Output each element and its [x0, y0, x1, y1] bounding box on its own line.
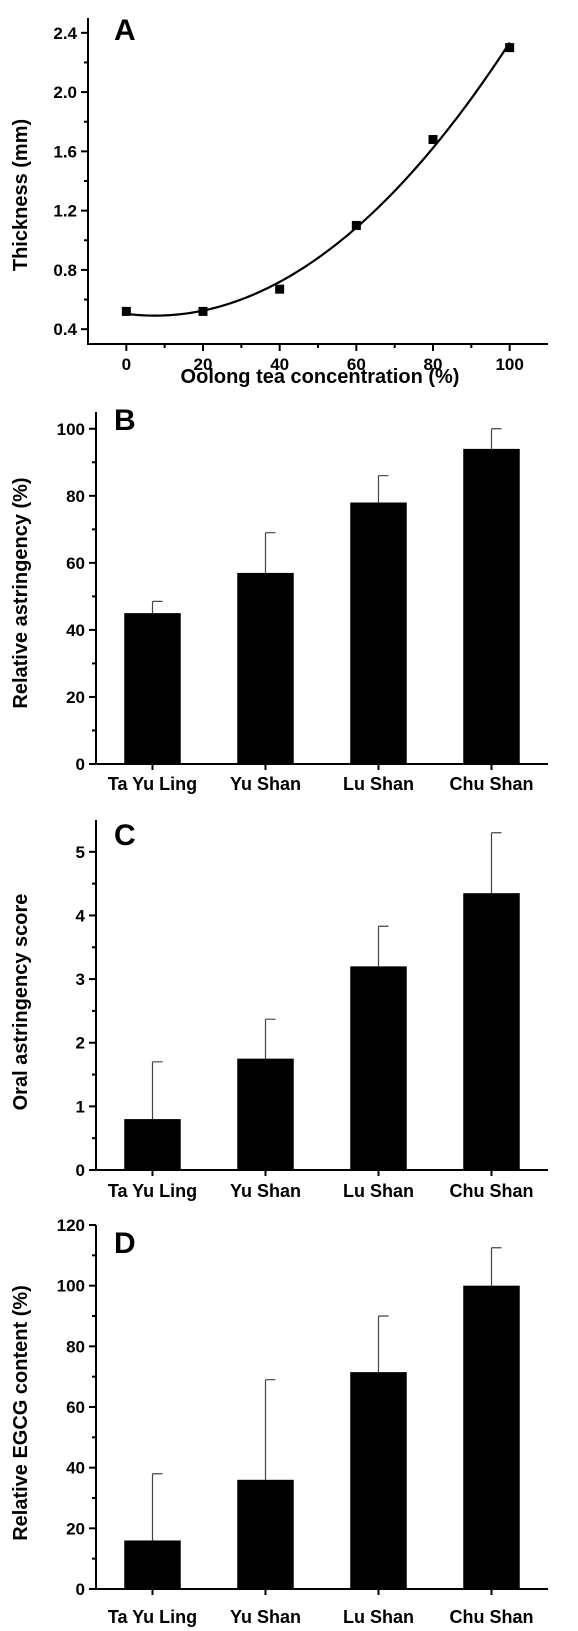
- panel-d-bar: [350, 1372, 407, 1589]
- panel-d-category-label: Yu Shan: [230, 1607, 301, 1627]
- panel-b-bar: [124, 613, 181, 764]
- panel-a-x-tick-label: 0: [122, 355, 131, 374]
- panel-a-y-axis-title: Thickness (mm): [10, 119, 32, 271]
- panel-b-label: B: [114, 404, 136, 437]
- panel-d-category-label: Lu Shan: [343, 1607, 414, 1627]
- panel-a-x-tick-label: 60: [347, 355, 366, 374]
- panel-c-category-label: Chu Shan: [450, 1181, 534, 1201]
- panel-a-axes: [87, 18, 548, 345]
- panel-c-y-axis-title: Oral astringency score: [10, 894, 32, 1111]
- panel-a-data-point: [428, 135, 438, 145]
- panel-a-y-tick-label: 1.6: [53, 142, 77, 161]
- panel-a-x-axis-title: Oolong tea concentration (%): [181, 366, 460, 388]
- panel-c-y-tick-label: 5: [76, 843, 85, 862]
- panel-c-bar: [237, 1058, 294, 1170]
- panel-a-y-tick-label: 2.0: [53, 83, 77, 102]
- panel-c-label: C: [114, 819, 136, 852]
- panel-b-error-bar: [151, 600, 163, 614]
- panel-c-error-bar: [151, 1061, 163, 1120]
- panel-c-category-label: Yu Shan: [230, 1181, 301, 1201]
- panel-d-chart: D Relative EGCG content (%) 0 20 40 60 80 100…: [10, 1216, 548, 1627]
- panel-a-y-tick-label: 0.8: [53, 261, 77, 280]
- panel-c-y-tick-label: 2: [76, 1034, 85, 1053]
- panel-b-chart: B Relative astringency (%) 0 20 40 60 80 100 T…: [10, 404, 548, 794]
- panel-c-y-tick-label: 4: [76, 906, 86, 925]
- panel-d-bar: [463, 1285, 520, 1589]
- panel-c-y-tick-label: 0: [76, 1161, 85, 1180]
- panel-c-y-tick-label: 1: [76, 1097, 85, 1116]
- panel-b-y-axis-title: Relative astringency (%): [10, 477, 32, 708]
- panel-d-y-tick-label: 0: [76, 1580, 85, 1599]
- panel-b-bar: [237, 572, 294, 764]
- panel-c-y-tick-label: 3: [76, 970, 85, 989]
- panel-c-error-bar: [264, 1018, 276, 1059]
- panel-b-bar: [350, 502, 407, 764]
- panel-b-category-label: Chu Shan: [450, 774, 534, 794]
- panel-d-bar: [237, 1479, 294, 1589]
- panel-a-y-tick-label: 1.2: [53, 202, 77, 221]
- panel-b-category-label: Lu Shan: [343, 774, 414, 794]
- panel-b-error-bar: [264, 532, 276, 573]
- panel-d-y-tick-label: 100: [57, 1277, 85, 1296]
- panel-a-x-tick-label: 20: [194, 355, 213, 374]
- panel-d-error-bar: [264, 1379, 276, 1480]
- panel-d-bar: [124, 1540, 181, 1589]
- panel-b-category-label: Yu Shan: [230, 774, 301, 794]
- panel-d-error-bar: [151, 1473, 163, 1541]
- panel-a-y-tick-label: 0.4: [53, 320, 77, 339]
- panel-b-y-tick-label: 40: [66, 621, 85, 640]
- panel-a-data-point: [275, 284, 285, 294]
- panel-c-category-label: Lu Shan: [343, 1181, 414, 1201]
- panel-a-x-tick-label: 100: [495, 355, 523, 374]
- panel-c-error-bar: [377, 925, 389, 967]
- panel-b-error-bar: [377, 475, 389, 503]
- panel-a-data-point: [198, 306, 208, 316]
- panel-d-label: D: [114, 1227, 136, 1260]
- panel-d-y-tick-label: 20: [66, 1519, 85, 1538]
- panel-a-data-point: [351, 220, 361, 230]
- panel-b-y-tick-label: 20: [66, 688, 85, 707]
- panel-c-category-label: Ta Yu Ling: [108, 1181, 197, 1201]
- panel-d-category-label: Ta Yu Ling: [108, 1607, 197, 1627]
- panel-a-label: A: [114, 14, 136, 47]
- panel-c-bar: [463, 893, 520, 1170]
- panel-a-data-point: [121, 306, 131, 316]
- panel-d-error-bar: [377, 1315, 389, 1373]
- panel-d-y-tick-label: 60: [66, 1398, 85, 1417]
- panel-b-y-tick-label: 80: [66, 487, 85, 506]
- panel-b-category-label: Ta Yu Ling: [108, 774, 197, 794]
- panel-d-y-tick-label: 120: [57, 1216, 85, 1235]
- panel-c-bar: [124, 1119, 181, 1170]
- panel-b-y-tick-label: 100: [57, 420, 85, 439]
- panel-a-data-point: [505, 43, 515, 53]
- panel-a-y-tick-label: 2.4: [53, 24, 77, 43]
- panel-c-chart: C Oral astringency score 0 1 2 3 4 5 Ta Yu Lin…: [10, 819, 548, 1201]
- panel-b-y-tick-label: 0: [76, 755, 85, 774]
- panel-b-y-tick-label: 60: [66, 554, 85, 573]
- panel-d-category-label: Chu Shan: [450, 1607, 534, 1627]
- panel-a-x-tick-label: 40: [270, 355, 289, 374]
- panel-d-error-bar: [490, 1247, 502, 1286]
- panel-b-bar: [463, 448, 520, 764]
- panel-a-x-tick-label: 80: [424, 355, 443, 374]
- panel-d-y-tick-label: 40: [66, 1459, 85, 1478]
- panel-a-chart: A Thickness (mm) Oolong tea concentratio…: [10, 14, 548, 388]
- panel-d-y-axis-title: Relative EGCG content (%): [10, 1285, 32, 1541]
- panel-b-error-bar: [490, 428, 502, 449]
- panel-a-fit-curve: [126, 42, 511, 317]
- panel-c-bar: [350, 966, 407, 1170]
- panel-c-error-bar: [490, 832, 502, 894]
- panel-d-y-tick-label: 80: [66, 1337, 85, 1356]
